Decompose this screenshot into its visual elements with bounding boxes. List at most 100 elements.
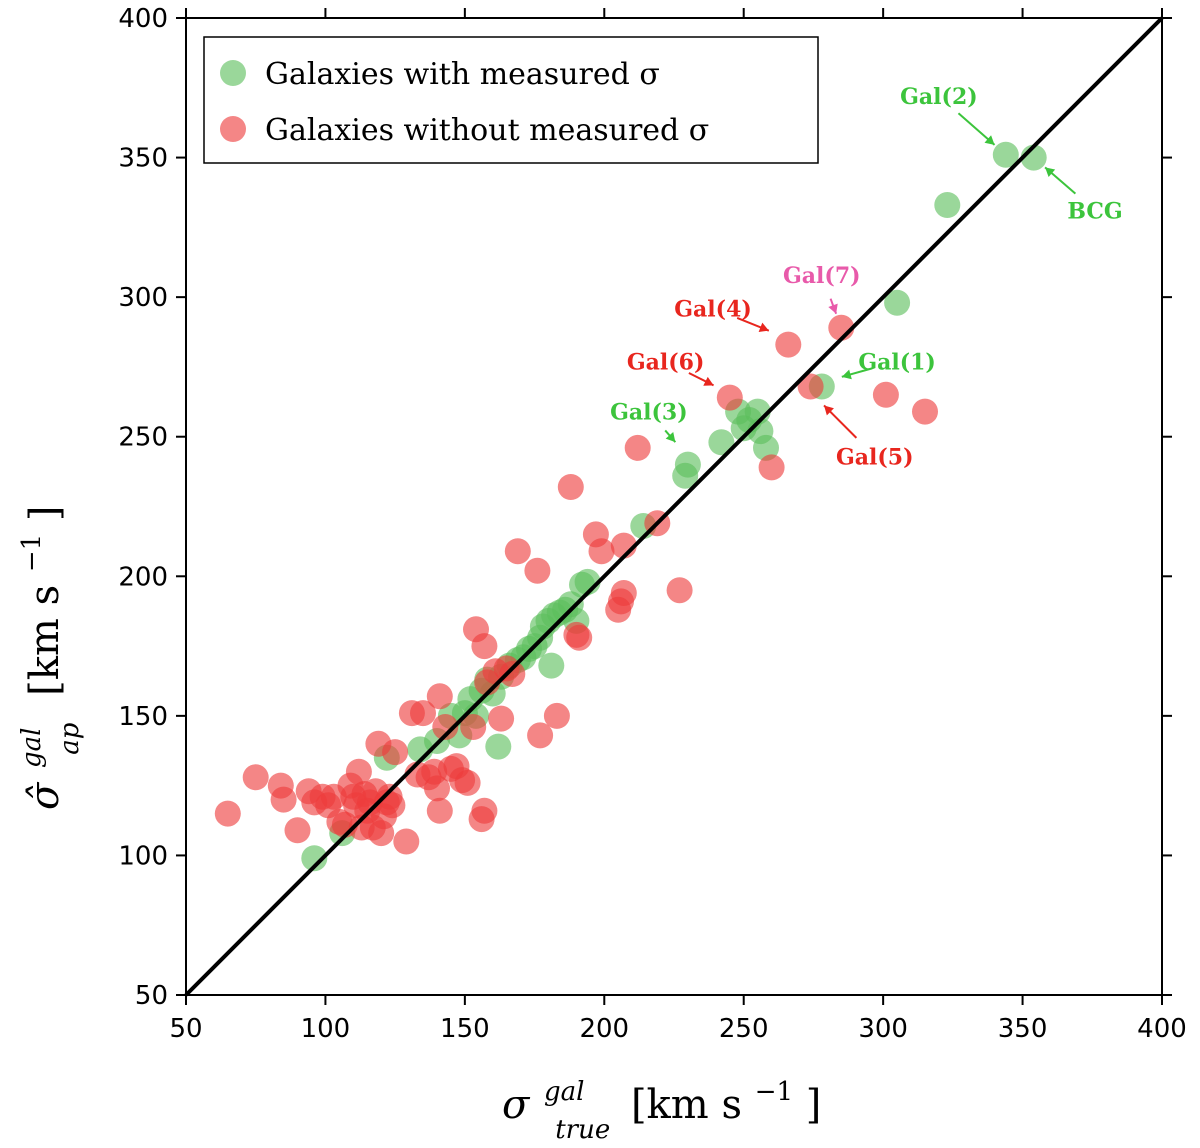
- annotation-3: Gal(4): [674, 296, 770, 332]
- point-unmeasured-29: [393, 828, 420, 855]
- annotation-label-7: Gal(5): [836, 444, 914, 470]
- annotation-arrowhead-1: [1045, 167, 1056, 178]
- annotation-arrowhead-4: [841, 369, 852, 380]
- y-axis-title-sub: ap: [55, 722, 85, 755]
- point-unmeasured-57: [557, 474, 584, 500]
- point-unmeasured-56: [543, 702, 570, 729]
- point-unmeasured-1: [242, 764, 269, 791]
- y-axis-title-units-exp: −1: [17, 534, 47, 572]
- y-tick-label-150: 150: [118, 702, 168, 732]
- y-tick-label-250: 250: [118, 423, 168, 453]
- point-measured-43: [934, 192, 961, 218]
- legend-label-measured: Galaxies with measured σ: [265, 57, 660, 92]
- point-unmeasured-65: [610, 580, 637, 606]
- point-unmeasured-0: [214, 800, 241, 827]
- point-unmeasured-36: [426, 683, 453, 710]
- annotation-5: Gal(6): [627, 349, 715, 387]
- point-unmeasured-50: [488, 705, 515, 732]
- one-to-one-line: [184, 16, 1164, 997]
- annotation-arrowhead-2: [828, 303, 838, 314]
- y-tick-label-200: 200: [118, 562, 168, 592]
- y-axis-title-units: [km s: [22, 585, 68, 696]
- point-unmeasured-74: [872, 381, 899, 408]
- annotation-6: Gal(3): [610, 400, 688, 443]
- point-unmeasured-68: [666, 577, 693, 604]
- annotation-label-0: Gal(2): [900, 84, 978, 110]
- point-measured-0: [301, 845, 328, 872]
- annotation-4: Gal(1): [841, 349, 936, 380]
- point-unmeasured-15: [345, 758, 372, 785]
- legend-label-unmeasured: Galaxies without measured σ: [265, 113, 709, 148]
- y-axis-title: σ̂ gal ap [km s −1 ]: [17, 506, 85, 810]
- plot-frame: [185, 17, 1163, 996]
- point-unmeasured-43: [460, 714, 487, 740]
- annotations-layer: Gal(2) BCG Gal(7) Gal(4) Gal(1) Gal(6) Gal(3) G…: [610, 84, 1123, 470]
- legend-marker-unmeasured: [220, 116, 246, 142]
- x-axis-title-units-close: ]: [806, 1082, 822, 1128]
- point-unmeasured-75: [912, 398, 938, 425]
- point-unmeasured-59: [566, 624, 593, 651]
- point-measured-42: [884, 289, 911, 316]
- point-unmeasured-61: [588, 538, 615, 565]
- legend-box: [203, 36, 819, 164]
- annotation-arrowhead-7: [824, 405, 834, 416]
- point-unmeasured-38: [432, 714, 459, 740]
- point-unmeasured-3: [270, 786, 297, 813]
- x-axis-title-units-exp: −1: [755, 1077, 793, 1107]
- x-tick-label-150: 150: [440, 1014, 490, 1044]
- x-axis-title: σ gal true [km s −1 ]: [502, 1064, 821, 1148]
- point-unmeasured-70: [758, 454, 785, 481]
- point-measured-33: [674, 451, 701, 478]
- annotation-label-4: Gal(1): [858, 349, 936, 375]
- y-axis-title-sup: gal: [17, 728, 47, 768]
- axes-frame: [185, 17, 1163, 996]
- y-axis-title-symbol: σ̂: [22, 781, 68, 810]
- series-unmeasured: [214, 314, 938, 855]
- point-unmeasured-32: [410, 700, 436, 727]
- point-unmeasured-4: [284, 817, 311, 844]
- annotation-0: Gal(2): [900, 84, 996, 146]
- point-unmeasured-42: [454, 769, 481, 796]
- annotation-2: Gal(7): [783, 263, 861, 315]
- point-measured-23: [538, 652, 565, 679]
- annotation-1: BCG: [1044, 166, 1123, 225]
- y-tick-label-350: 350: [118, 144, 168, 174]
- x-axis-title-sup: gal: [544, 1077, 584, 1107]
- point-unmeasured-72: [797, 373, 824, 400]
- point-unmeasured-53: [504, 538, 531, 565]
- x-axis-title-units: [km s: [631, 1082, 742, 1128]
- x-tick-label-100: 100: [301, 1014, 351, 1044]
- point-unmeasured-27: [379, 792, 406, 819]
- x-tick-label-400: 400: [1137, 1014, 1187, 1044]
- annotation-arrowhead-3: [758, 322, 769, 332]
- legend-marker-measured: [220, 60, 246, 86]
- point-unmeasured-55: [527, 722, 554, 749]
- x-tick-label-50: 50: [169, 1014, 202, 1044]
- annotation-label-6: Gal(3): [610, 400, 688, 426]
- annotation-7: Gal(5): [823, 404, 914, 470]
- point-measured-40: [753, 434, 779, 461]
- reference-line-layer: [184, 16, 1164, 997]
- point-measured-13: [485, 733, 512, 760]
- annotation-arrowhead-6: [665, 432, 676, 443]
- annotation-arrowhead-0: [984, 135, 995, 145]
- ticks-layer: 50 100 150 200 250 300 350 400 50 100 150 200 250 300…: [118, 4, 1186, 1044]
- point-measured-44: [992, 141, 1019, 168]
- x-tick-label-250: 250: [719, 1014, 769, 1044]
- x-tick-label-300: 300: [858, 1014, 908, 1044]
- point-unmeasured-52: [499, 661, 526, 687]
- y-tick-label-300: 300: [118, 283, 168, 313]
- point-unmeasured-47: [471, 797, 498, 824]
- point-unmeasured-54: [524, 557, 551, 584]
- y-tick-label-50: 50: [135, 981, 168, 1011]
- annotation-label-2: Gal(7): [783, 263, 861, 289]
- x-tick-label-200: 200: [579, 1014, 629, 1044]
- point-unmeasured-37: [426, 797, 453, 824]
- svg-text:σ gal true [: σ gal true [km s −1 ]: [502, 1064, 821, 1148]
- x-tick-label-350: 350: [998, 1014, 1048, 1044]
- annotation-arrowhead-5: [703, 376, 714, 386]
- y-tick-label-100: 100: [118, 841, 168, 871]
- point-unmeasured-28: [382, 739, 409, 766]
